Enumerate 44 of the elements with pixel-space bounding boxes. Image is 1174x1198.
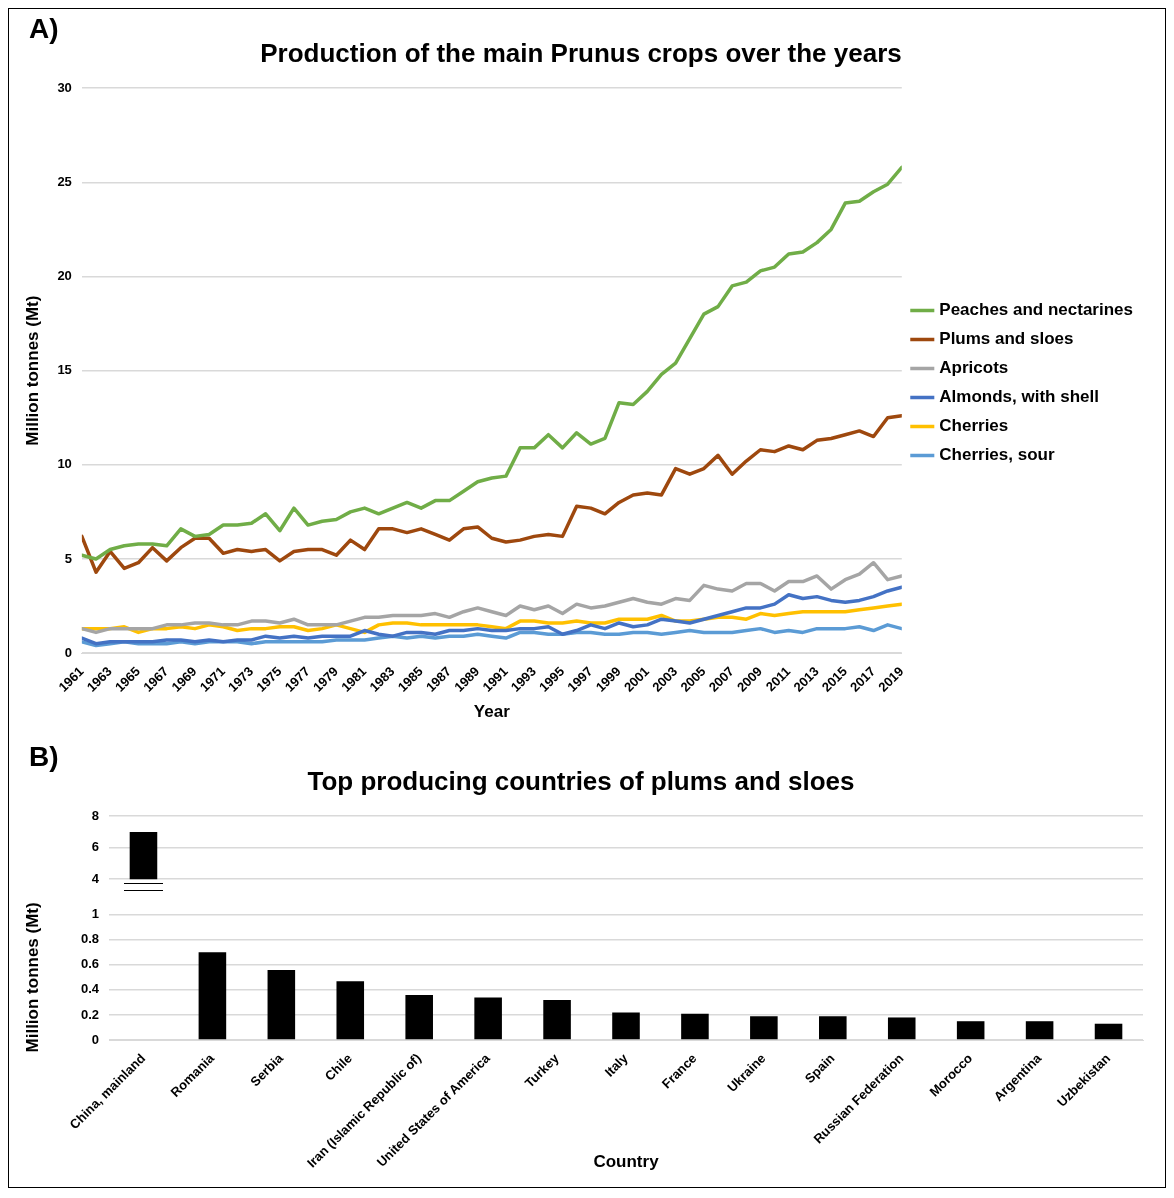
y-tick-label: 0.2 [80, 1006, 99, 1022]
y-tick-label: 8 [91, 807, 99, 823]
bar [612, 1012, 640, 1040]
x-axis-title: Year [473, 702, 511, 722]
bar [1094, 1023, 1123, 1040]
y-tick-label: 15 [57, 362, 72, 378]
y-tick-label: 0 [64, 644, 72, 660]
bar [336, 981, 365, 1040]
text: B) [29, 741, 59, 773]
bar [1025, 1021, 1054, 1040]
bar [819, 1016, 847, 1040]
bar [956, 1021, 985, 1040]
y-tick-label: 5 [64, 550, 72, 566]
legend-label: Almonds, with shell [939, 387, 1099, 407]
y-tick-label: 10 [57, 456, 72, 472]
y-tick-label: 30 [57, 79, 72, 95]
bar [198, 952, 227, 1040]
legend-label: Cherries [939, 416, 1009, 436]
legend-label: Plums and sloes [939, 329, 1074, 349]
chart-title: Production of the main Prunus crops over the years [260, 37, 902, 68]
y-axis-title: Million tonnes (Mt) [22, 902, 42, 1053]
chart-title: Top producing countries of plums and sloes [307, 765, 855, 796]
y-tick-label: 20 [57, 268, 72, 284]
y-tick-label: 1 [91, 906, 99, 922]
bar [267, 969, 296, 1040]
bar [474, 997, 502, 1040]
bar [681, 1013, 709, 1040]
y-tick-label: 0.4 [80, 981, 100, 997]
y-tick-label: 0.6 [80, 956, 99, 972]
text: A) [29, 13, 59, 45]
y-tick-label: 4 [91, 870, 100, 886]
bar [887, 1017, 916, 1040]
x-axis-title: Country [593, 1152, 660, 1172]
y-tick-label: 0 [91, 1031, 99, 1047]
y-tick-label: 0.8 [80, 931, 99, 947]
legend-label: Peaches and nectarines [939, 300, 1134, 320]
bar [543, 999, 571, 1040]
legend-label: Apricots [939, 358, 1009, 378]
legend-label: Cherries, sour [939, 445, 1055, 465]
y-tick-label: 6 [91, 839, 99, 855]
bar [405, 994, 433, 1040]
bar [750, 1016, 778, 1040]
y-axis-title: Million tonnes (Mt) [22, 295, 42, 446]
y-tick-label: 25 [57, 173, 72, 189]
